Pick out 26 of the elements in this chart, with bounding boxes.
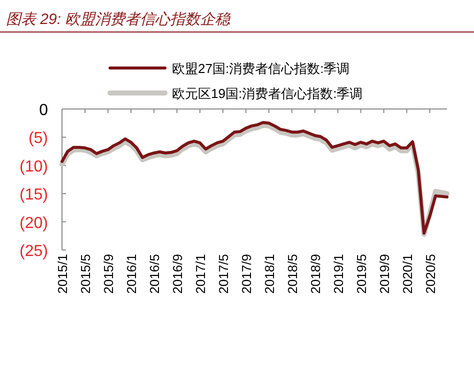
y-tick-label: (15) — [20, 186, 48, 204]
y-tick-label: (5) — [28, 130, 48, 148]
x-tick-label: 2018/1 — [262, 254, 277, 294]
legend-label: 欧盟27国:消费者信心指数:季调 — [172, 61, 350, 76]
y-tick-label: 0 — [39, 102, 48, 119]
x-tick-label: 2018/9 — [308, 254, 323, 294]
x-tick-label: 2020/1 — [400, 254, 415, 294]
x-tick-label: 2020/5 — [422, 254, 438, 294]
x-tick-label: 2016/5 — [146, 254, 162, 294]
title: 图表 29: 欧盟消费者信心指数企稳 — [6, 11, 230, 28]
x-tick-label: 2017/9 — [238, 254, 254, 294]
x-tick-label: 2016/1 — [124, 254, 139, 294]
y-tick-label: (25) — [20, 243, 48, 260]
x-tick-label: 2015/9 — [100, 254, 116, 294]
x-tick-label: 2017/1 — [192, 254, 208, 294]
x-tick-label: 2019/1 — [330, 254, 346, 294]
x-tick-label: 2018/5 — [284, 254, 300, 294]
y-tick-label: (20) — [20, 214, 48, 232]
y-tick-label: (10) — [20, 158, 48, 176]
legend-label: 欧元区19国:消费者信心指数:季调 — [172, 86, 363, 101]
x-tick-label: 2015/5 — [78, 254, 93, 294]
x-tick-label: 2019/9 — [376, 254, 392, 294]
x-tick-label: 2016/9 — [170, 254, 185, 294]
x-tick-label: 2019/5 — [354, 254, 369, 294]
x-tick-label: 2015/1 — [55, 254, 70, 294]
x-tick-label: 2017/5 — [216, 254, 231, 294]
